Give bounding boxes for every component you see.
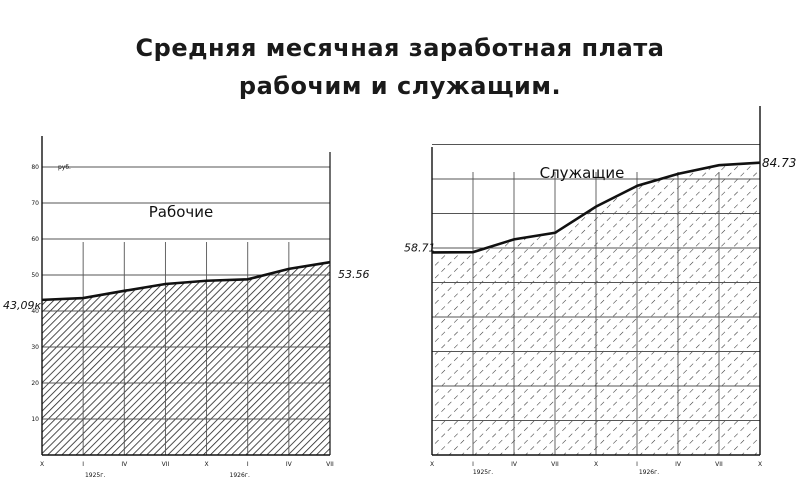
year-label: 1926г. [639,469,659,476]
start-value-label: 43,09к [3,299,41,312]
chart-workers: 10 20 30 40 50 60 70 80 руб. X I IV VII X I IV VII 1925г.… [3,136,370,479]
workers-line [41,260,331,302]
x-tick-label: IV [511,461,518,468]
y-tick-label: 60 [31,236,39,243]
x-tick-label: X [758,461,762,468]
x-tick-label: VII [326,461,334,468]
x-tick-label: VII [162,461,170,468]
x-tick-label: I [247,461,249,468]
year-label: 1925г. [85,472,105,479]
unit-label: руб. [58,164,71,171]
y-tick-label: 30 [31,344,39,351]
end-value-label: 84.73 [762,156,796,170]
series-title: Рабочие [149,203,214,221]
y-tick-label: 10 [31,416,39,423]
x-tick-label: X [205,461,209,468]
end-value-label: 53.56 [338,268,370,281]
x-tick-label: I [472,461,474,468]
year-label: 1926г. [230,472,250,479]
x-tick-label: I [82,461,84,468]
x-tick-label: IV [286,461,293,468]
x-tick-label: X [594,461,598,468]
y-tick-label: 50 [31,272,39,279]
chart-title-line-2: рабочим и служащим. [238,72,562,100]
series-title: Служащие [540,164,625,182]
x-tick-label: X [430,461,434,468]
x-tick-label: I [636,461,638,468]
y-tick-label: 20 [31,380,39,387]
start-value-label: 58.71 [404,241,436,254]
chart-employees: X I IV VII X I IV VII X 1925г. 1926г. Служащие 58.71… [404,106,796,476]
y-tick-label: 40 [31,308,39,315]
y-tick-label: 80 [31,164,39,171]
y-tick-label: 70 [31,200,39,207]
employees-line [431,161,761,254]
x-tick-label: IV [675,461,682,468]
x-tick-label: IV [121,461,128,468]
workers-area [42,262,330,455]
chart-title-line-1: Средняя месячная заработная плата [135,34,665,62]
x-tick-label: VII [715,461,723,468]
x-tick-label: VII [551,461,559,468]
year-label: 1925г. [473,469,493,476]
x-tick-label: X [40,461,44,468]
